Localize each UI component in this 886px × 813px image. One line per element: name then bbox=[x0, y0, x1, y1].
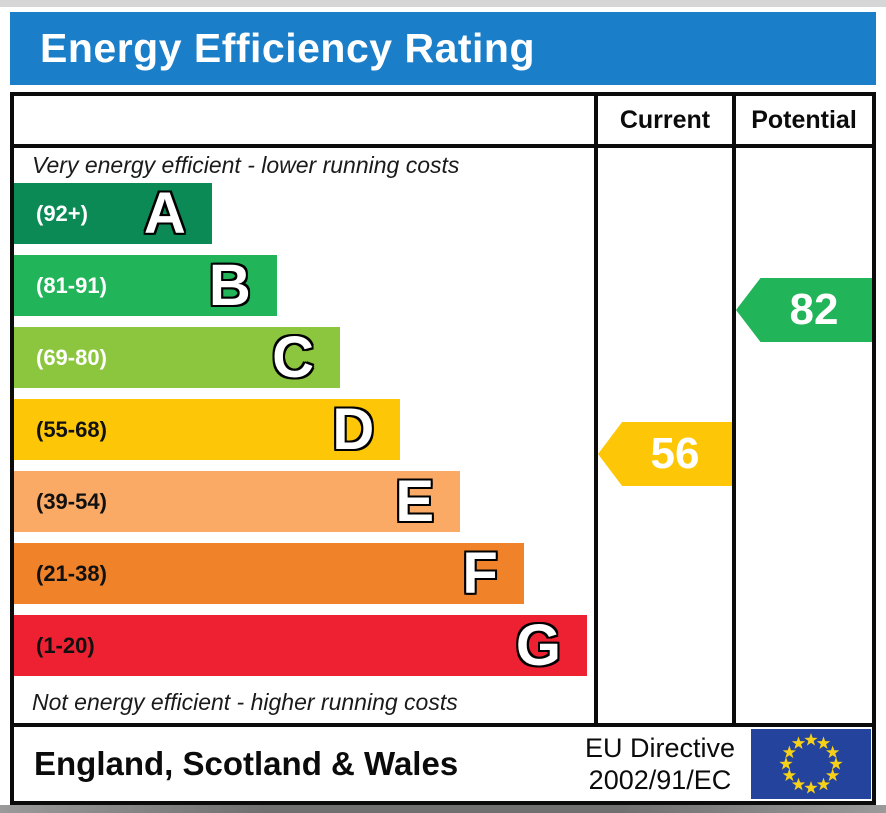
eu-flag-icon bbox=[751, 729, 871, 799]
band-d-letter: D bbox=[332, 397, 375, 462]
eu-directive-label: EU Directive 2002/91/EC bbox=[585, 732, 735, 797]
band-a-range-label: (92+) bbox=[36, 200, 88, 226]
region-label: England, Scotland & Wales bbox=[34, 745, 459, 782]
band-d: (55-68) D bbox=[14, 397, 401, 462]
bottom-note: Not energy efficient - higher running co… bbox=[32, 689, 458, 715]
top-note: Very energy efficient - lower running co… bbox=[32, 152, 460, 178]
header-row-divider bbox=[14, 144, 872, 148]
potential-rating-arrow: 82 bbox=[736, 278, 872, 342]
band-chart: Very energy efficient - lower running co… bbox=[14, 148, 594, 723]
band-c-letter: C bbox=[272, 325, 314, 390]
page-title: Energy Efficiency Rating bbox=[40, 25, 536, 71]
band-c-range-label: (69-80) bbox=[36, 344, 107, 370]
band-e: (39-54) E bbox=[14, 469, 461, 534]
current-rating-arrow: 56 bbox=[598, 422, 732, 486]
band-d-range-label: (55-68) bbox=[36, 416, 107, 442]
current-column-divider bbox=[594, 96, 598, 723]
rating-table: Current Potential Very energy efficient … bbox=[10, 92, 876, 727]
eu-directive-line1: EU Directive bbox=[584, 732, 735, 763]
potential-column-header: Potential bbox=[751, 105, 857, 134]
header-bar: Energy Efficiency Rating bbox=[10, 12, 876, 85]
band-a-letter: A bbox=[143, 181, 186, 246]
current-rating-value: 56 bbox=[650, 429, 700, 478]
band-a: (92+) A bbox=[14, 183, 212, 244]
band-b: (81-91) B bbox=[14, 255, 277, 316]
eu-directive-line2: 2002/91/EC bbox=[588, 765, 732, 795]
potential-column-divider bbox=[732, 96, 736, 723]
band-b-letter: B bbox=[208, 253, 251, 318]
band-e-range-label: (39-54) bbox=[36, 488, 107, 514]
scan-edge-strip-top bbox=[0, 0, 886, 7]
band-g-letter: G bbox=[515, 613, 562, 678]
band-f-range-label: (21-38) bbox=[36, 560, 107, 586]
band-b-range-label: (81-91) bbox=[36, 272, 107, 298]
band-f-letter: F bbox=[462, 541, 498, 606]
band-c: (69-80) C bbox=[14, 327, 340, 388]
footer-bar: England, Scotland & Wales EU Directive 2… bbox=[10, 727, 876, 805]
current-column-header: Current bbox=[619, 105, 711, 134]
band-g: (1-20) G bbox=[14, 613, 588, 678]
potential-rating-value: 82 bbox=[789, 285, 839, 334]
band-g-range-label: (1-20) bbox=[36, 632, 95, 658]
band-f: (21-38) F bbox=[14, 543, 524, 604]
band-e-letter: E bbox=[395, 469, 435, 534]
scan-edge-strip-bottom bbox=[0, 805, 886, 813]
